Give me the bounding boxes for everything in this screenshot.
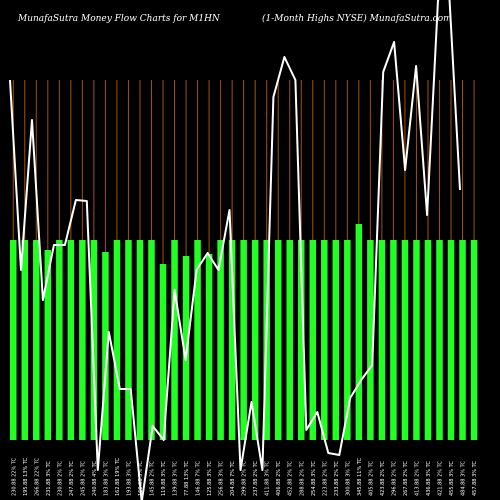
x-tick-label: 254.88 3% TC	[311, 461, 317, 496]
x-tick-label: 162.88 19% TC	[115, 457, 121, 496]
money-flow-bar	[171, 240, 178, 440]
money-flow-bar	[459, 240, 466, 440]
x-tick-label: 345.88 11% TC	[357, 457, 363, 496]
x-tick-label: 230.88 2% TC	[57, 461, 63, 496]
money-flow-bar	[344, 240, 351, 440]
x-tick-label: 245.88 2% TC	[80, 461, 86, 496]
money-flow-bar	[159, 264, 167, 440]
money-flow-bar	[33, 240, 40, 440]
x-tick-label: 413.88 2% TC	[414, 461, 420, 496]
x-tick-label: 266.88 22% TC	[34, 457, 40, 496]
x-tick-label: 457.88 3% TC	[472, 461, 478, 496]
money-flow-bar	[113, 240, 121, 440]
x-tick-label: 405.88 2% TC	[368, 461, 374, 496]
money-flow-bar	[240, 240, 247, 440]
x-tick-label: 145.88 2% TC	[149, 461, 155, 496]
x-tick-label: 230.88 22% TC	[11, 457, 17, 496]
x-tick-label: 406.88 2% TC	[276, 461, 282, 496]
money-flow-bar	[194, 240, 201, 440]
x-tick-label: 146.88 7% TC	[196, 461, 202, 496]
x-tick-label: 119.88 3% TC	[161, 461, 167, 496]
x-tick-label: 233.88 2% TC	[334, 461, 340, 496]
money-flow-bar	[274, 240, 282, 440]
money-flow-bar	[378, 240, 386, 440]
money-flow-bar	[21, 240, 29, 440]
money-flow-bar	[102, 252, 109, 440]
x-tick-label: 240.88 4% TC	[92, 461, 98, 496]
x-tick-labels: 230.88 22% TC 195.88 13% TC 266.88 22% TC 2…	[11, 457, 478, 496]
x-tick-label: 455.88 3% TC	[449, 461, 455, 496]
x-tick-label: 204.88 7% TC	[230, 461, 236, 496]
x-tick-label: 300.88 3% TC	[345, 461, 351, 496]
x-tick-label: 139.88 3% TC	[173, 461, 179, 496]
x-tick-label: 411.88 3% TC	[265, 461, 271, 496]
money-flow-bar	[217, 240, 224, 440]
money-flow-bar	[148, 240, 155, 440]
x-tick-label: 296.88 2% TC	[391, 461, 397, 496]
x-tick-label: 195.88 13% TC	[23, 457, 29, 496]
price-line	[9, 0, 461, 500]
x-tick-label: 423.88 2% TC	[380, 461, 386, 496]
money-flow-bar	[125, 240, 132, 440]
money-flow-bar	[332, 240, 340, 440]
money-flow-bar	[286, 240, 293, 440]
money-flow-bar	[470, 240, 478, 440]
x-tick-label: 231.88 3% TC	[46, 461, 52, 496]
money-flow-bar	[298, 240, 305, 440]
money-flow-bar	[401, 240, 409, 440]
money-flow-bar	[436, 240, 443, 440]
x-tick-label: 237.88 2% TC	[253, 461, 259, 496]
money-flow-bar	[228, 240, 236, 440]
money-flow-bar	[182, 256, 190, 440]
x-tick-label: 193.88 3% TC	[126, 461, 132, 496]
x-tick-label: 288.88 2% TC	[299, 461, 305, 496]
x-tick-label: 77.88 13% TC	[184, 461, 190, 496]
money-flow-bar	[321, 240, 328, 440]
money-flow-bar	[447, 240, 455, 440]
x-tick-label: 452.88 2% TC	[288, 461, 294, 496]
chart-title: MunafaSutra Money Flow Charts for M1HN	[18, 14, 220, 24]
money-flow-bar	[251, 240, 259, 440]
money-flow-bar	[390, 240, 397, 440]
money-flow-bar	[44, 250, 52, 440]
x-tick-label: 183.88 3% TC	[103, 461, 109, 496]
bar-series	[10, 224, 478, 440]
x-tick-label: 484.88 3% TC	[461, 461, 467, 496]
x-tick-label: 267.88 2% TC	[403, 461, 409, 496]
x-tick-label: 247.88 2% TC	[69, 461, 75, 496]
money-flow-bar	[56, 240, 63, 440]
money-flow-bar	[79, 240, 86, 440]
x-tick-label: 436.88 3% TC	[426, 461, 432, 496]
x-tick-label: 160.88 3% TC	[138, 461, 144, 496]
money-flow-bar	[424, 240, 432, 440]
money-flow-bar	[10, 240, 17, 440]
x-tick-label: 421.88 2% TC	[437, 461, 443, 496]
line-series	[9, 0, 461, 500]
money-flow-bar	[205, 254, 213, 440]
money-flow-bar	[136, 240, 144, 440]
money-flow-bar	[90, 240, 98, 440]
x-tick-label: 125.88 3% TC	[207, 461, 213, 496]
x-tick-label: 223.88 2% TC	[322, 461, 328, 496]
money-flow-bar	[355, 224, 363, 440]
money-flow-bar	[309, 240, 317, 440]
x-tick-label: 299.88 2% TC	[242, 461, 248, 496]
chart-subtitle: (1-Month Highs NYSE) MunafaSutra.com	[262, 14, 452, 24]
money-flow-bar	[67, 240, 75, 440]
money-flow-bar	[367, 240, 374, 440]
money-flow-bar	[413, 240, 420, 440]
x-tick-label: 256.88 3% TC	[219, 461, 225, 496]
